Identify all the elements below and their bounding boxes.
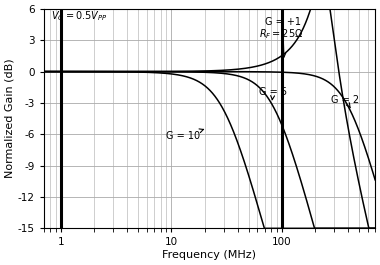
Text: G = +1: G = +1	[264, 16, 301, 57]
X-axis label: Frequency (MHz): Frequency (MHz)	[162, 250, 256, 260]
Text: $V_O = 0.5V_{PP}$: $V_O = 0.5V_{PP}$	[51, 9, 108, 23]
Text: G = 2: G = 2	[331, 95, 359, 108]
Text: $R_F = 25\Omega$: $R_F = 25\Omega$	[259, 27, 303, 41]
Text: G = 5: G = 5	[259, 87, 287, 100]
Y-axis label: Normalized Gain (dB): Normalized Gain (dB)	[5, 59, 15, 178]
Text: G = 10: G = 10	[166, 129, 204, 142]
